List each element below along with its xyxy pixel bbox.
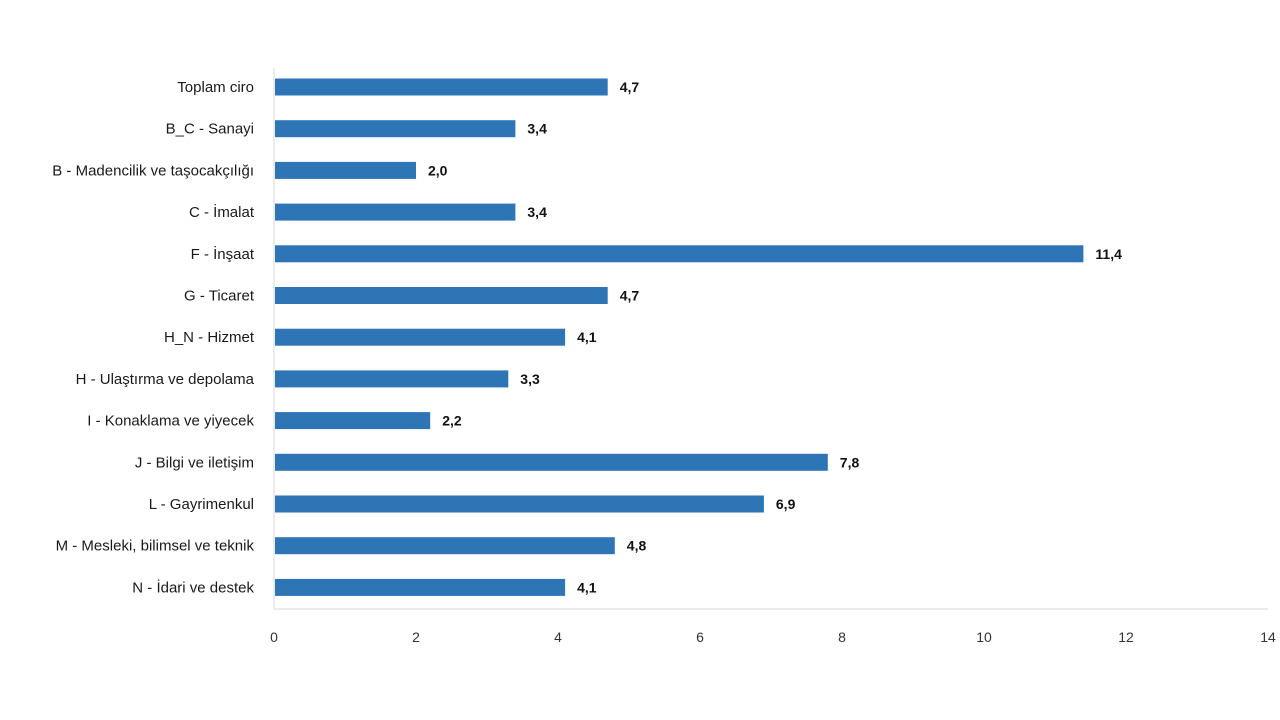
- bar: [275, 412, 431, 430]
- category-label: C - İmalat: [189, 203, 255, 221]
- x-tick-label: 2: [412, 629, 420, 645]
- data-label: 3,4: [527, 204, 547, 220]
- category-label: L - Gayrimenkul: [149, 496, 254, 513]
- bar: [275, 537, 615, 555]
- data-label: 3,3: [520, 371, 540, 387]
- category-label: G - Ticaret: [184, 288, 255, 305]
- data-label: 4,1: [577, 579, 597, 595]
- bar: [275, 578, 566, 596]
- data-label: 7,8: [840, 454, 860, 470]
- bar: [275, 203, 516, 221]
- data-label: 6,9: [776, 496, 796, 512]
- data-label: 4,7: [620, 288, 640, 304]
- bar: [275, 161, 416, 179]
- x-tick-label: 12: [1118, 629, 1134, 645]
- x-tick-label: 14: [1260, 629, 1276, 645]
- category-label: Toplam ciro: [177, 79, 254, 96]
- bar: [275, 370, 509, 388]
- category-label: I - Konaklama ve yiyecek: [87, 413, 254, 430]
- data-label: 2,0: [428, 162, 448, 178]
- data-label: 4,8: [627, 538, 647, 554]
- bar: [275, 287, 608, 304]
- category-label: J - Bilgi ve iletişim: [135, 454, 254, 471]
- bar: [275, 328, 566, 346]
- bar: [275, 453, 828, 471]
- data-label: 11,4: [1095, 246, 1122, 262]
- bar: [275, 78, 608, 96]
- x-tick-label: 8: [838, 629, 846, 645]
- category-label: H_N - Hizmet: [164, 329, 255, 346]
- bar: [275, 495, 764, 513]
- category-label: N - İdari ve destek: [132, 578, 254, 596]
- category-label: B_C - Sanayi: [166, 121, 254, 138]
- data-label: 3,4: [527, 121, 547, 137]
- x-tick-label: 10: [976, 629, 992, 645]
- category-label: F - İnşaat: [191, 245, 255, 263]
- category-label: M - Mesleki, bilimsel ve teknik: [56, 538, 255, 555]
- x-tick-label: 6: [696, 629, 704, 645]
- x-tick-label: 0: [270, 629, 278, 645]
- category-label: B - Madencilik ve taşocakçılığı: [52, 162, 254, 179]
- data-label: 4,7: [620, 79, 640, 95]
- data-label: 2,2: [442, 413, 462, 429]
- bar: [275, 245, 1084, 263]
- category-label: H - Ulaştırma ve depolama: [76, 371, 255, 388]
- bar: [275, 120, 516, 138]
- data-label: 4,1: [577, 329, 597, 345]
- x-tick-label: 4: [554, 629, 562, 645]
